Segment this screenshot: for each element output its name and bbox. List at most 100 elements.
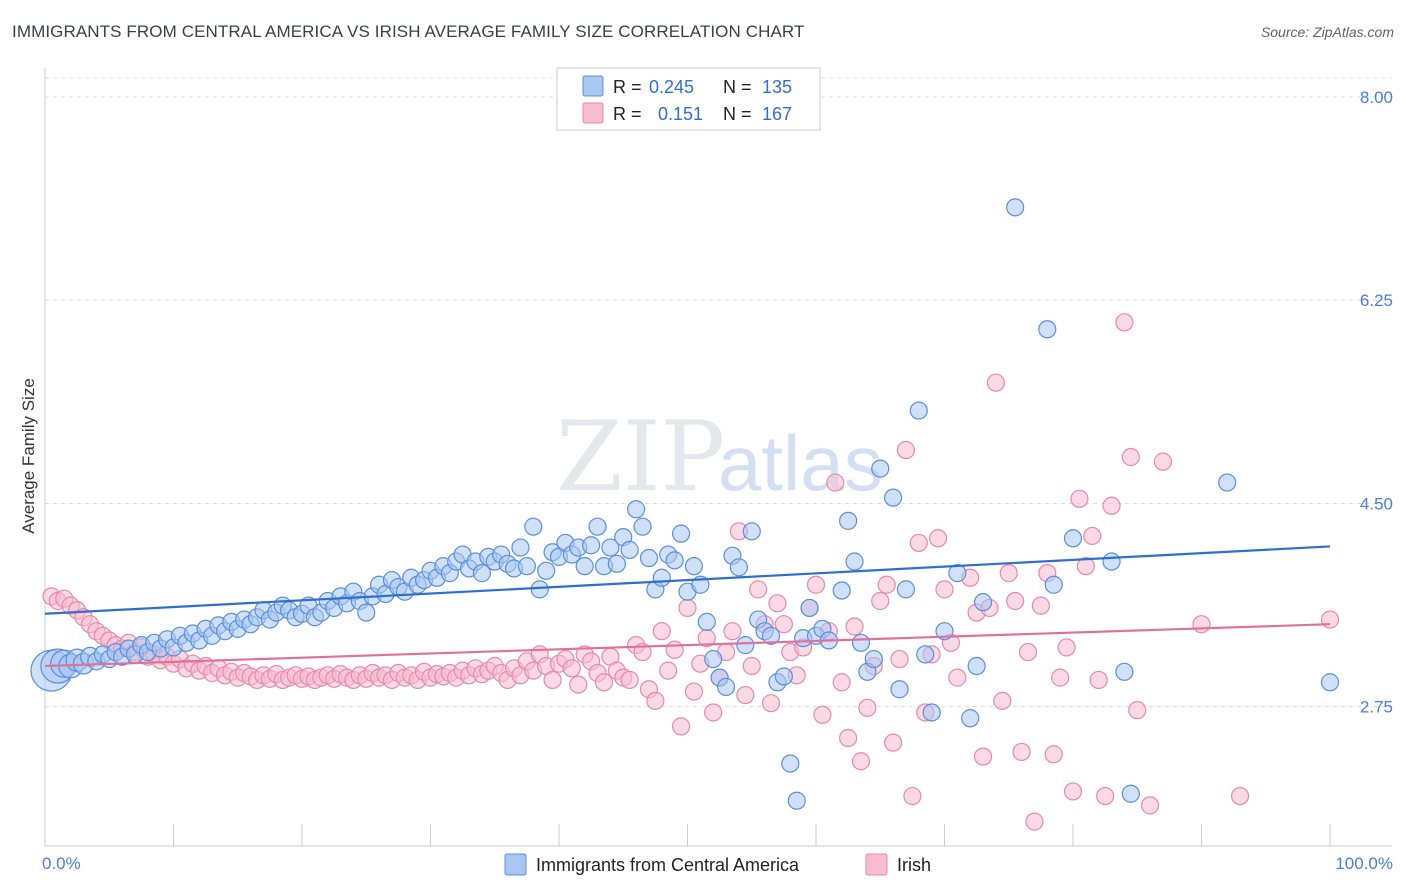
irish-point [1153, 452, 1173, 471]
legend-n-value-1: 135 [762, 77, 792, 97]
x-tick-labels: 0.0% 100.0% [42, 854, 1393, 873]
irish-point [671, 717, 691, 736]
chart-title: IMMIGRANTS FROM CENTRAL AMERICA VS IRISH… [12, 22, 805, 41]
central-america-point [781, 754, 800, 773]
irish-point [1044, 745, 1063, 764]
irish-point [569, 675, 588, 694]
central-america-point [922, 703, 941, 722]
central-america-point [524, 517, 543, 536]
irish-point [845, 617, 864, 636]
irish-point [723, 622, 742, 641]
central-america-point [1006, 198, 1025, 217]
irish-point [1012, 742, 1031, 762]
central-america-point [948, 564, 967, 583]
y-tick-label: 4.50 [1360, 494, 1393, 513]
central-america-point [665, 551, 684, 570]
central-america-point [626, 500, 646, 519]
series-legend-swatch-blue [504, 853, 527, 876]
irish-point [1089, 670, 1108, 690]
irish-point [806, 575, 826, 594]
central-america-point [916, 645, 935, 664]
y-tick-label: 6.25 [1360, 291, 1393, 310]
central-america-point [787, 791, 806, 810]
legend-swatch-pink [582, 102, 604, 124]
irish-point [1063, 782, 1083, 801]
irish-point [742, 656, 761, 676]
irish-point [1192, 615, 1211, 634]
irish-point [1230, 786, 1250, 806]
central-america-point [1038, 320, 1057, 339]
central-america-point [800, 598, 819, 618]
central-america-point [851, 633, 871, 652]
central-america-point [517, 557, 536, 576]
series-legend-label-1: Immigrants from Central America [536, 855, 800, 875]
chart-source: Source: ZipAtlas.com [1260, 24, 1394, 40]
irish-point [659, 661, 678, 680]
central-america-point [961, 709, 980, 728]
irish-point [832, 673, 851, 692]
irish-point [903, 786, 922, 806]
irish-point [883, 733, 903, 752]
central-america-point [1102, 552, 1121, 571]
irish-point [1096, 786, 1115, 806]
irish-trendline [44, 623, 1331, 668]
central-america-point [1218, 473, 1237, 492]
central-america-points [30, 198, 1340, 810]
central-america-point [871, 459, 890, 478]
irish-point [1070, 489, 1089, 508]
irish-point [684, 682, 704, 701]
irish-points [42, 313, 1340, 831]
central-america-point [472, 564, 491, 583]
y-axis-label: Average Family Size [19, 378, 38, 534]
central-america-point [883, 488, 903, 507]
central-america-point [1044, 575, 1063, 594]
irish-point [877, 575, 896, 594]
central-america-point [697, 612, 716, 631]
central-america-point [742, 522, 761, 541]
irish-point [646, 691, 665, 710]
irish-point [928, 529, 948, 548]
irish-point [1018, 642, 1038, 662]
irish-point [543, 670, 562, 690]
irish-point [1320, 610, 1340, 629]
x-tick-label-max: 100.0% [1335, 854, 1393, 873]
irish-point [851, 752, 871, 771]
irish-point [678, 598, 697, 618]
central-america-point [607, 554, 626, 573]
central-america-point [896, 580, 916, 599]
irish-point [665, 640, 684, 659]
irish-point [652, 622, 671, 641]
central-america-point [684, 557, 704, 576]
central-america-point [530, 580, 549, 599]
legend-r-label-2: R = [613, 104, 642, 124]
x-tick-label-min: 0.0% [42, 854, 81, 873]
legend-r-value-2: 0.151 [658, 104, 703, 124]
central-america-point [864, 649, 883, 669]
irish-point [948, 668, 967, 687]
central-america-point [588, 517, 607, 536]
irish-point [1121, 447, 1140, 467]
legend-n-label-1: N = [723, 77, 752, 97]
irish-point [871, 591, 890, 611]
central-america-point [575, 557, 594, 576]
central-america-point [832, 581, 851, 600]
central-america-point [716, 677, 736, 697]
central-america-point [1320, 673, 1340, 692]
central-america-point [511, 538, 530, 557]
watermark: ZIP atlas [556, 401, 883, 513]
irish-point [896, 440, 916, 460]
central-america-point [357, 603, 376, 622]
central-america-point [620, 540, 639, 559]
irish-point [1102, 496, 1121, 515]
irish-point [1128, 701, 1147, 720]
irish-point [768, 594, 787, 613]
irish-point [1006, 591, 1025, 611]
irish-point [633, 642, 652, 662]
central-america-point [671, 524, 691, 543]
central-america-point [652, 568, 671, 587]
irish-point [704, 703, 723, 722]
irish-point [986, 373, 1006, 392]
irish-point [909, 533, 928, 553]
irish-point [999, 564, 1018, 583]
